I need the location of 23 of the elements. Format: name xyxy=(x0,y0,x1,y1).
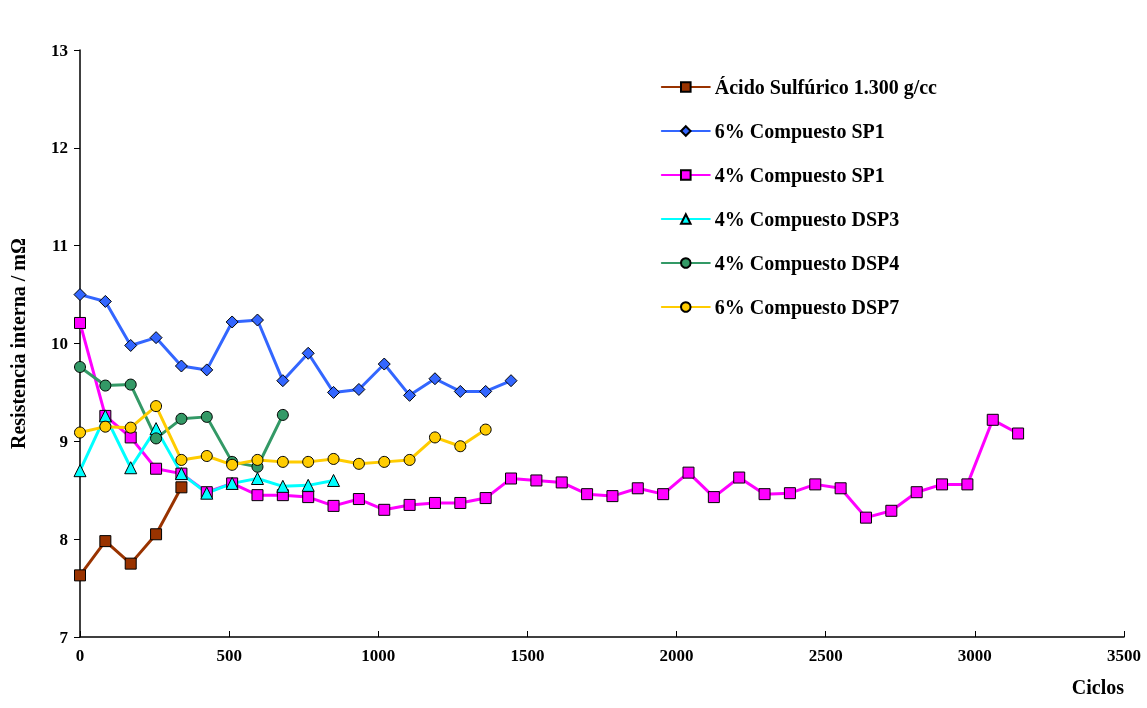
legend-label: 6% Compuesto SP1 xyxy=(714,120,885,143)
legend-label: 6% Compuesto DSP7 xyxy=(714,296,900,319)
x-tick-label: 2500 xyxy=(808,646,843,665)
y-tick-label: 12 xyxy=(51,138,68,158)
x-axis-title: Ciclos xyxy=(1071,676,1125,698)
x-tick-label: 0 xyxy=(75,646,85,665)
x-tick-label: 3500 xyxy=(1107,646,1141,665)
y-tick-label: 13 xyxy=(51,40,68,60)
y-tick-label: 8 xyxy=(59,529,68,549)
y-tick-label: 10 xyxy=(51,334,68,353)
y-tick-label: 9 xyxy=(59,431,68,451)
y-tick-label: 7 xyxy=(59,627,69,647)
x-tick-label: 3000 xyxy=(957,646,992,665)
x-tick-label: 1000 xyxy=(361,646,396,665)
y-axis-title: Resistencia interna / mΩ xyxy=(7,238,29,449)
legend-label: 4% Compuesto DSP3 xyxy=(714,208,900,231)
x-tick-label: 2000 xyxy=(659,646,694,665)
y-tick-label: 11 xyxy=(51,236,68,256)
x-tick-label: 1500 xyxy=(510,646,545,665)
legend-label: 4% Compuesto DSP4 xyxy=(714,252,900,275)
x-tick-label: 500 xyxy=(216,646,242,665)
legend-label: Ácido Sulfúrico 1.300 g/cc xyxy=(714,76,938,99)
legend-label: 4% Compuesto SP1 xyxy=(714,164,885,187)
